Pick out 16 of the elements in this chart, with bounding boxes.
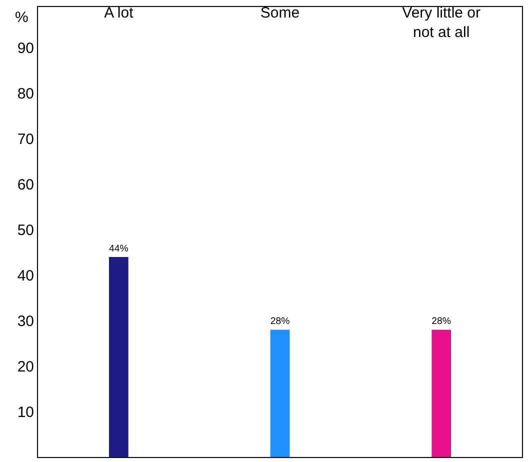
y-tick-label: 70: [17, 131, 34, 148]
x-tick-label: Very little or not at all: [402, 4, 481, 41]
y-tick-label: 10: [17, 404, 34, 421]
y-tick-label: 50: [17, 222, 34, 239]
data-label: 28%: [432, 316, 452, 328]
y-tick-label: 20: [17, 358, 34, 376]
y-tick-label: 40: [17, 267, 34, 284]
y-tick-label: 30: [17, 312, 34, 330]
y-tick-label: 80: [17, 86, 34, 103]
x-tick-label: A lot: [104, 4, 134, 22]
data-label: 28%: [270, 316, 290, 328]
y-tick-label: 90: [17, 40, 34, 58]
data-label: 44%: [109, 243, 129, 254]
x-tick-label: Some: [260, 4, 300, 22]
y-axis-title: %: [15, 9, 28, 26]
y-tick-label: 60: [17, 176, 34, 194]
